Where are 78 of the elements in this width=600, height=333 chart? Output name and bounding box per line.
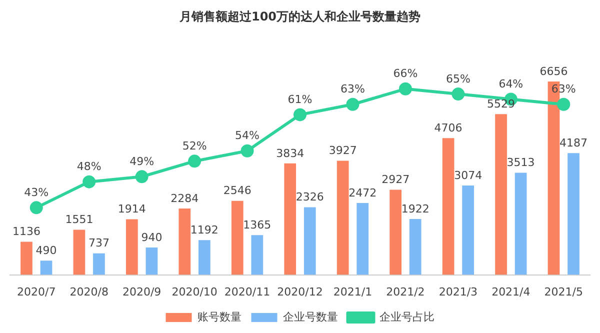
data-label: 61% — [288, 93, 312, 106]
bar — [40, 260, 52, 275]
x-tick-label: 2021/1 — [333, 285, 372, 298]
point — [30, 201, 43, 214]
x-tick-label: 2020/11 — [224, 285, 270, 298]
bar — [198, 240, 210, 275]
data-label: 3513 — [506, 156, 535, 170]
x-tick-label: 2020/12 — [277, 285, 323, 298]
data-label: 5529 — [487, 98, 516, 111]
bar — [178, 208, 191, 275]
bar — [251, 235, 264, 275]
x-tick-label: 2021/3 — [438, 285, 478, 298]
data-label: 2326 — [296, 190, 324, 204]
legend-label: 账号数量 — [197, 310, 242, 324]
data-label: 737 — [88, 236, 110, 250]
data-label: 1551 — [65, 213, 94, 226]
bar — [284, 163, 296, 275]
data-label: 1136 — [12, 225, 40, 238]
bar — [146, 247, 158, 275]
point — [452, 88, 465, 101]
data-label: 48% — [76, 160, 102, 174]
data-label: 1365 — [243, 218, 272, 232]
point — [82, 175, 96, 188]
x-tick-label: 2021/2 — [386, 285, 425, 298]
data-label: 3074 — [454, 168, 482, 182]
data-label: 4706 — [434, 121, 462, 134]
data-label: 1914 — [118, 202, 146, 216]
bar — [20, 242, 32, 275]
data-label: 2546 — [223, 184, 252, 198]
point — [240, 144, 254, 158]
point — [188, 154, 202, 168]
data-label: 6656 — [540, 64, 568, 78]
data-label: 63% — [340, 82, 365, 96]
bar — [568, 153, 580, 275]
point — [294, 108, 306, 122]
data-label: 52% — [182, 140, 207, 153]
point — [135, 170, 148, 184]
bar — [495, 114, 507, 275]
bar — [93, 253, 105, 275]
data-label: 64% — [498, 78, 524, 91]
bar — [514, 172, 527, 275]
x-tick-label: 2021/5 — [544, 285, 583, 298]
bar — [442, 138, 454, 275]
data-label: 54% — [235, 129, 260, 142]
bar — [336, 160, 349, 275]
bar — [462, 186, 474, 275]
data-label: 4187 — [560, 136, 588, 150]
chart-title: 月销售额超过100万的达人和企业号数量趋势 — [178, 9, 421, 24]
data-label: 3834 — [276, 146, 304, 160]
data-label: 43% — [24, 186, 49, 200]
x-tick-label: 2020/10 — [172, 285, 218, 298]
bar — [304, 207, 316, 275]
point — [557, 98, 570, 111]
data-label: 2472 — [348, 186, 377, 200]
bar — [390, 190, 402, 275]
data-label: 1922 — [401, 202, 430, 216]
data-label: 490 — [36, 244, 57, 257]
data-label: 49% — [130, 155, 154, 168]
x-tick-label: 2020/8 — [70, 285, 108, 298]
bar — [231, 200, 244, 275]
data-label: 2284 — [170, 192, 199, 205]
data-label: 65% — [446, 72, 470, 86]
data-label: 66% — [393, 67, 418, 80]
x-tick-label: 2020/9 — [122, 285, 162, 298]
point — [346, 98, 360, 111]
x-tick-label: 2021/4 — [492, 285, 530, 298]
data-label: 2927 — [382, 173, 410, 186]
data-label: 1192 — [190, 224, 218, 237]
x-tick-label: 2020/7 — [17, 285, 56, 298]
legend-label: 企业号数量 — [282, 310, 338, 324]
bar — [126, 219, 138, 275]
bar — [73, 230, 86, 275]
data-label: 3927 — [328, 144, 357, 158]
data-label: 940 — [141, 230, 162, 244]
bar — [409, 218, 422, 275]
point — [398, 82, 412, 96]
legend-label: 企业号占比 — [379, 310, 434, 324]
bar — [356, 202, 369, 275]
